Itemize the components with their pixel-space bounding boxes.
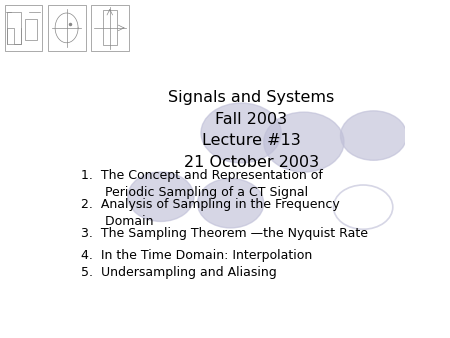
Text: 1.  The Concept and Representation of
      Periodic Sampling of a CT Signal: 1. The Concept and Representation of Per…: [81, 169, 323, 199]
Text: 5.  Undersampling and Aliasing: 5. Undersampling and Aliasing: [81, 266, 276, 279]
Circle shape: [201, 103, 281, 163]
Circle shape: [128, 172, 194, 221]
Text: Signals and Systems
Fall 2003
Lecture #13
21 October 2003: Signals and Systems Fall 2003 Lecture #1…: [168, 90, 335, 170]
Circle shape: [341, 111, 407, 160]
Circle shape: [264, 112, 344, 172]
Text: 3.  The Sampling Theorem —the Nyquist Rate: 3. The Sampling Theorem —the Nyquist Rat…: [81, 227, 368, 240]
Bar: [7, 12, 21, 44]
Bar: [4, 5, 42, 51]
Bar: [91, 5, 129, 51]
Bar: [25, 19, 37, 40]
Bar: [48, 5, 86, 51]
Bar: [103, 10, 117, 45]
Text: 4.  In the Time Domain: Interpolation: 4. In the Time Domain: Interpolation: [81, 249, 312, 262]
Text: 2.  Analysis of Sampling in the Frequency
      Domain: 2. Analysis of Sampling in the Frequency…: [81, 198, 339, 227]
Circle shape: [198, 178, 264, 228]
